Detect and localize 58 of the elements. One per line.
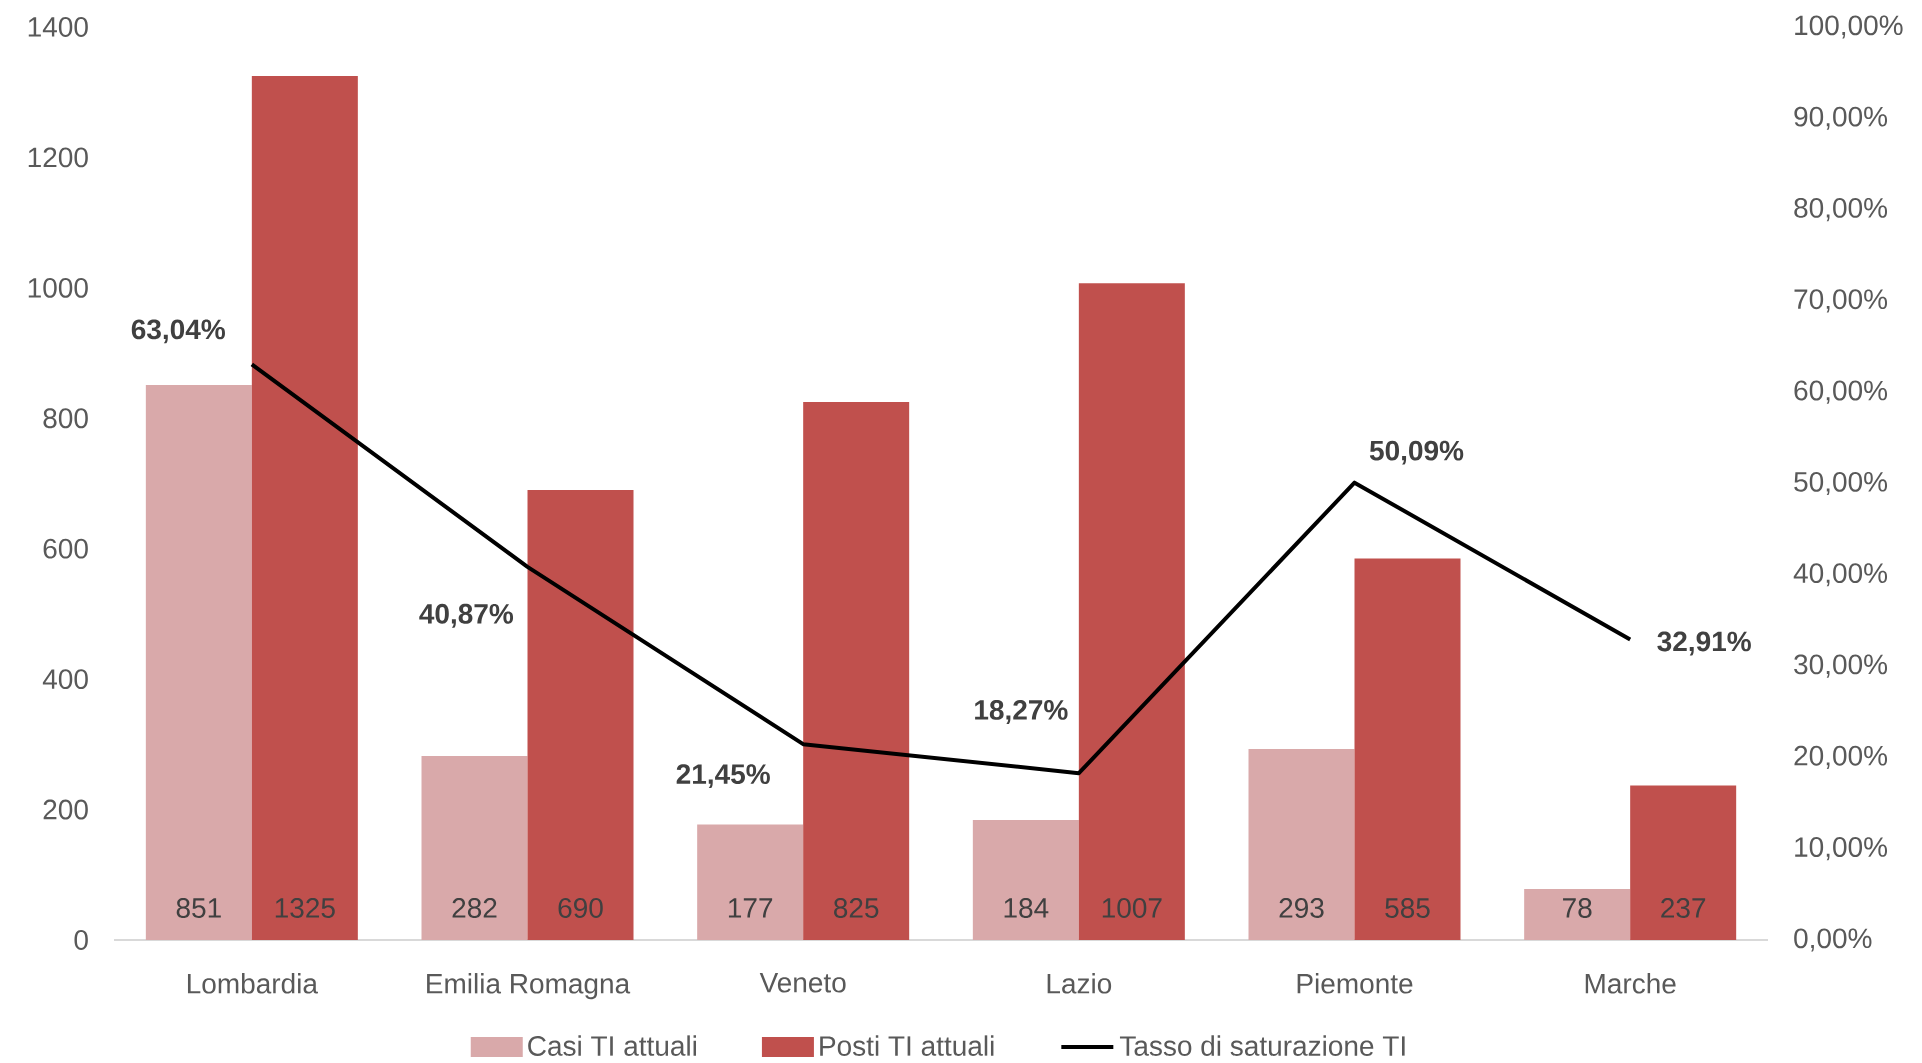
y2-tick-label: 40,00% [1793,563,1888,587]
data-label: 78 [1563,898,1592,918]
bar [421,756,528,940]
data-label: 585 [1385,898,1430,918]
data-label: 237 [1661,898,1706,918]
data-label: 825 [834,898,879,918]
bar [1354,558,1461,940]
bar [697,824,804,940]
y2-tick-label: 10,00% [1795,837,1888,861]
data-label: 184 [1004,898,1049,918]
x-tick-label: Veneto [759,973,846,993]
data-label: 32,91% [1657,631,1751,656]
legend-label: Tasso di saturazione TI [1119,1035,1405,1056]
data-label: 18,27% [975,700,1068,724]
x-tick-label: Lazio [1047,973,1112,994]
data-label: 21,45% [676,764,770,789]
y2-tick-label: 30,00% [1794,654,1888,678]
data-label: 1325 [275,898,335,918]
data-label: 690 [558,898,603,918]
y2-tick-label: 60,00% [1794,380,1888,404]
x-tick-label: Marche [1585,973,1676,994]
y-tick-label: 200 [43,799,88,820]
x-tick-label: Piemonte [1297,973,1413,994]
y2-tick-label: 90,00% [1794,106,1888,130]
data-label: 63,04% [131,319,225,344]
data-label: 282 [452,898,497,918]
y-tick-label: 1000 [28,277,88,298]
x-tick-label: Emilia Romagna [427,973,631,1000]
bar [803,401,910,940]
y2-tick-label: 100,00% [1795,15,1903,39]
y2-tick-label: 20,00% [1794,745,1888,769]
y-tick-label: 600 [43,538,88,559]
data-label: 177 [728,898,773,918]
bar [1078,283,1185,940]
bar [145,385,252,940]
legend-label: Casi TI attuali [528,1035,696,1056]
data-label: 50,09% [1369,440,1464,465]
legend-label: Posti TI attuali [820,1035,994,1056]
y2-tick-label: 70,00% [1794,289,1888,313]
data-label: 851 [176,898,221,918]
y2-tick-label: 80,00% [1794,197,1888,222]
y2-tick-label: 50,00% [1794,471,1888,496]
bar [972,819,1079,940]
data-label: 293 [1279,898,1324,918]
bar [1524,889,1631,940]
data-label: 1007 [1102,898,1162,918]
y-tick-label: 1400 [28,17,88,37]
data-label: 40,87% [419,603,514,628]
bar [527,490,634,940]
y2-tick-label: 0,00% [1794,928,1872,952]
bar [1248,748,1355,940]
y-tick-label: 800 [43,408,88,429]
x-tick-label: Lombardia [187,973,318,994]
y-tick-label: 0 [74,930,88,950]
y-tick-label: 400 [42,669,88,690]
y-tick-label: 1200 [28,147,88,168]
bar [1630,785,1737,940]
bar [251,75,358,940]
